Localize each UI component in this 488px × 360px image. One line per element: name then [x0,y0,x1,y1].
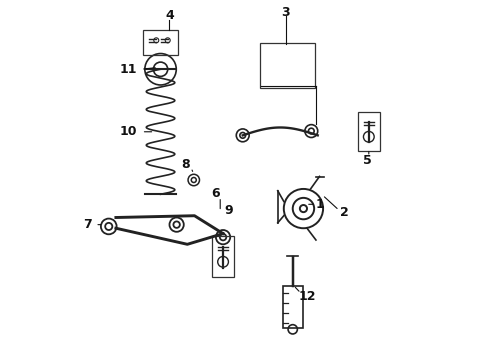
Text: 10: 10 [120,125,137,138]
Text: 9: 9 [224,204,232,217]
Text: 4: 4 [165,9,174,22]
Text: 7: 7 [83,218,92,231]
Bar [142,30,178,55]
Text: 5: 5 [363,154,371,167]
Bar [259,43,314,88]
Text: 11: 11 [120,63,137,76]
Text: 8: 8 [181,158,189,171]
Text: 6: 6 [211,187,220,200]
Bar [212,236,234,277]
Text: 12: 12 [298,289,315,303]
Text: 2: 2 [340,206,348,219]
Text: 3: 3 [281,6,289,19]
Bar [357,112,379,152]
Text: 1: 1 [315,198,324,211]
Bar [282,286,302,328]
